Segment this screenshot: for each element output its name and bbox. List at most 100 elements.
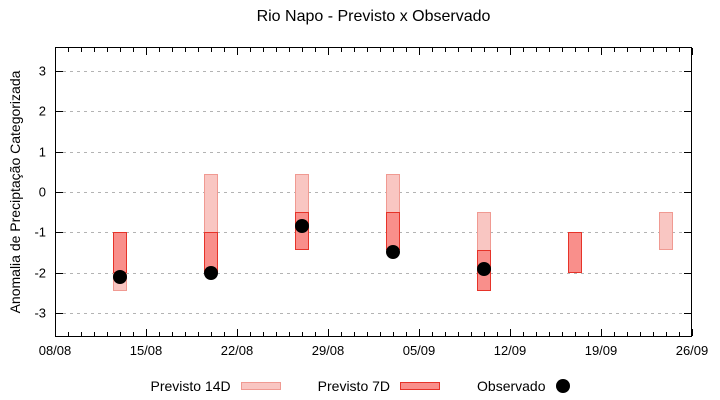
x-axis-tick xyxy=(120,332,121,336)
y-tick-label: 2 xyxy=(38,103,46,119)
x-axis-tick xyxy=(341,332,342,336)
x-axis-tick xyxy=(198,48,199,52)
legend-label: Observado xyxy=(477,378,546,394)
x-axis-tick xyxy=(224,48,225,52)
x-axis-tick xyxy=(146,329,147,336)
x-axis-tick xyxy=(55,48,56,55)
x-axis-tick xyxy=(354,48,355,52)
y-axis-tick xyxy=(684,111,691,112)
legend: Previsto 14D Previsto 7D Observado xyxy=(0,374,720,398)
x-axis-tick xyxy=(81,48,82,52)
observado-dot xyxy=(295,219,309,234)
gridline xyxy=(56,111,691,112)
y-axis-tick xyxy=(56,192,63,193)
gridline xyxy=(56,273,691,274)
x-axis-tick xyxy=(133,332,134,336)
x-axis-tick xyxy=(159,332,160,336)
x-axis-tick xyxy=(588,48,589,52)
x-axis-tick xyxy=(133,48,134,52)
chart-title: Rio Napo - Previsto x Observado xyxy=(256,8,491,25)
x-axis-tick xyxy=(588,332,589,336)
x-axis-tick xyxy=(380,48,381,52)
x-axis-tick xyxy=(432,332,433,336)
x-axis-tick xyxy=(406,48,407,52)
previsto14-swatch xyxy=(240,382,281,390)
x-axis-tick xyxy=(497,48,498,52)
x-axis-tick xyxy=(614,332,615,336)
x-axis-tick xyxy=(510,329,511,336)
x-axis-tick xyxy=(224,332,225,336)
gridline xyxy=(56,152,691,153)
y-axis-tick xyxy=(684,152,691,153)
x-axis-tick xyxy=(666,332,667,336)
x-axis-tick xyxy=(250,48,251,52)
legend-item: Previsto 7D xyxy=(317,378,441,394)
x-axis-tick xyxy=(484,332,485,336)
x-axis-tick xyxy=(367,48,368,52)
x-axis-tick xyxy=(107,48,108,52)
y-axis-tick xyxy=(56,71,63,72)
x-axis-tick xyxy=(94,48,95,52)
y-tick-label: 0 xyxy=(38,184,46,200)
y-axis-tick xyxy=(56,313,63,314)
x-axis-tick xyxy=(484,48,485,52)
x-axis-tick xyxy=(536,332,537,336)
x-axis-tick xyxy=(185,48,186,52)
observado-dot xyxy=(477,261,491,276)
x-axis-tick xyxy=(601,329,602,336)
x-axis-tick xyxy=(315,48,316,52)
x-axis-tick xyxy=(653,48,654,52)
x-axis-tick xyxy=(497,332,498,336)
x-axis-tick xyxy=(68,332,69,336)
previsto14-bar xyxy=(659,212,673,251)
x-axis-tick xyxy=(276,332,277,336)
x-axis-tick xyxy=(107,332,108,336)
x-axis-tick xyxy=(627,48,628,52)
previsto7-bar xyxy=(568,232,582,273)
x-axis-tick xyxy=(406,332,407,336)
x-axis-tick xyxy=(692,48,693,55)
x-axis-tick xyxy=(458,48,459,52)
legend-label: Previsto 7D xyxy=(317,378,391,394)
y-tick-label: -3 xyxy=(34,305,46,321)
x-axis-tick xyxy=(276,48,277,52)
x-axis-tick xyxy=(653,332,654,336)
x-axis-tick xyxy=(549,332,550,336)
plot-area xyxy=(55,47,692,337)
x-axis-tick xyxy=(237,329,238,336)
x-axis-tick xyxy=(250,332,251,336)
x-axis-tick xyxy=(172,48,173,52)
x-axis-tick xyxy=(640,48,641,52)
x-axis-tick xyxy=(510,48,511,55)
x-axis-tick xyxy=(523,332,524,336)
x-axis-tick xyxy=(562,48,563,52)
y-axis-tick xyxy=(56,152,63,153)
x-axis-tick xyxy=(432,48,433,52)
y-tick-label: 3 xyxy=(38,63,46,79)
x-tick-label: 05/09 xyxy=(402,343,436,358)
x-axis-tick xyxy=(94,332,95,336)
x-axis-tick xyxy=(393,48,394,52)
x-tick-label: 22/08 xyxy=(220,343,254,358)
y-axis-tick xyxy=(684,71,691,72)
x-axis-tick xyxy=(354,332,355,336)
x-axis-tick xyxy=(328,329,329,336)
x-axis-tick xyxy=(679,48,680,52)
x-axis-tick xyxy=(458,332,459,336)
x-axis-tick xyxy=(68,48,69,52)
previsto7-swatch xyxy=(400,382,441,390)
x-tick-label: 15/08 xyxy=(129,343,163,358)
x-tick-label: 19/09 xyxy=(584,343,618,358)
y-tick-label: 1 xyxy=(38,144,46,160)
x-axis-tick xyxy=(211,332,212,336)
x-axis-tick xyxy=(601,48,602,55)
x-axis-tick xyxy=(328,48,329,55)
legend-label: Previsto 14D xyxy=(150,378,231,394)
y-axis-tick xyxy=(684,232,691,233)
x-axis-tick xyxy=(575,332,576,336)
x-axis-tick xyxy=(81,332,82,336)
x-axis-tick xyxy=(55,329,56,336)
y-axis-tick xyxy=(56,111,63,112)
x-axis-tick xyxy=(289,48,290,52)
observado-dot-swatch xyxy=(555,379,570,393)
